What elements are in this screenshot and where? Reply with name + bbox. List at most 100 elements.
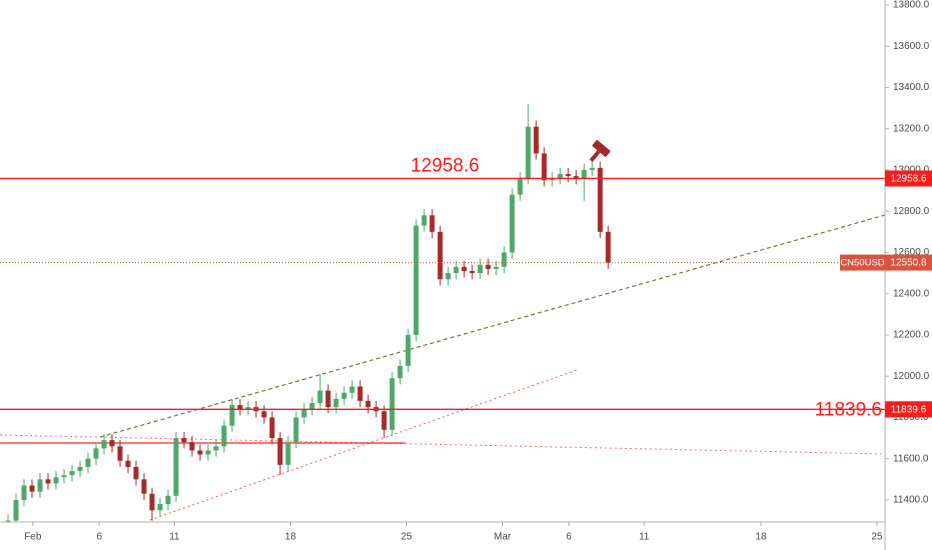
x-tick-label: 25: [401, 532, 413, 543]
hammer-icon: [589, 140, 611, 163]
level-tag: [885, 401, 932, 418]
candle-body: [61, 475, 67, 478]
y-tick-label: 12200.0: [893, 330, 930, 341]
candle-body: [5, 520, 11, 522]
y-tick-label: 13400.0: [893, 82, 930, 93]
candle-body: [293, 417, 299, 443]
candle-body: [485, 264, 491, 269]
price-tags: 12958.6 11839.6 CN50USD 12550.8: [840, 170, 932, 418]
candle-body: [109, 440, 115, 447]
drawings: [0, 214, 885, 521]
candle-body: [365, 400, 371, 408]
x-tick-label: 25: [871, 532, 883, 543]
y-tick-label: 13000.0: [893, 165, 930, 176]
candle-body: [341, 392, 347, 399]
candle-body: [37, 479, 43, 492]
candle-body: [381, 411, 387, 430]
candle-body: [261, 411, 267, 418]
candle-body: [517, 178, 523, 195]
candle-body: [573, 176, 579, 179]
candle-body: [357, 386, 363, 401]
candle-body: [301, 409, 307, 418]
candle-body: [445, 273, 451, 280]
candle-body: [333, 398, 339, 408]
candle-body: [349, 386, 355, 393]
candle-body: [53, 477, 59, 484]
candle-body: [309, 402, 315, 410]
x-tick-label: 11: [639, 532, 650, 543]
candle-body: [565, 174, 571, 177]
overlay: 12958.6 11839.6: [0, 155, 885, 420]
y-tick-label: 13200.0: [893, 123, 930, 134]
candle-body: [397, 365, 403, 379]
x-tick-label: 6: [96, 532, 102, 543]
x-tick-label: 6: [566, 532, 572, 543]
candle-body: [13, 499, 19, 521]
candle-body: [173, 438, 179, 496]
y-tick-label: 12800.0: [893, 206, 930, 217]
candle-body: [493, 266, 499, 269]
y-tick-label: 13600.0: [893, 41, 930, 52]
candle-body: [477, 264, 483, 274]
candle-body: [85, 458, 91, 467]
candle-body: [141, 479, 147, 494]
candle-body: [509, 194, 515, 253]
candle-body: [501, 252, 507, 267]
candle-body: [21, 485, 27, 500]
candle-body: [45, 479, 51, 484]
candle-body: [165, 495, 171, 505]
candle-body: [237, 405, 243, 410]
level-tag: [885, 170, 932, 187]
candle-body: [533, 126, 539, 154]
y-tick-label: 11400.0: [893, 495, 929, 506]
candle-body: [549, 178, 555, 181]
level-tag-label: 11839.6: [891, 404, 927, 415]
level-label: 12958.6: [411, 155, 480, 176]
candle-body: [157, 504, 163, 511]
candle-body: [269, 417, 275, 439]
candle-body: [117, 446, 123, 461]
candle-body: [389, 378, 395, 430]
candle-body: [205, 450, 211, 455]
price-tag-label: 12550.8: [890, 258, 927, 269]
candle-body: [589, 167, 595, 170]
candle-body: [245, 407, 251, 410]
candle-body: [29, 485, 35, 492]
candle-body: [125, 460, 131, 467]
candle-body: [557, 174, 563, 179]
candle-body: [213, 446, 219, 451]
candle-body: [437, 231, 443, 280]
x-tick-label: 18: [285, 532, 297, 543]
candle-body: [421, 215, 427, 226]
candle-body: [197, 450, 203, 455]
candle-body: [325, 390, 331, 408]
level-label: 11839.6: [815, 399, 882, 420]
price-tag: [885, 254, 932, 271]
candle-body: [69, 471, 75, 476]
x-tick-label: 11: [169, 532, 180, 543]
x-tick-label: 18: [755, 532, 767, 543]
trend-line: [99, 214, 885, 438]
candle-body: [469, 271, 475, 274]
x-tick-label: Feb: [24, 532, 42, 543]
candle-body: [605, 231, 611, 263]
candle-body: [285, 442, 291, 465]
y-tick-label: 13800.0: [893, 0, 930, 11]
candle-body: [525, 126, 531, 179]
candle-body: [93, 448, 99, 459]
y-tick-label: 12600.0: [893, 247, 930, 258]
symbol-tag-label: CN50USD: [840, 258, 884, 269]
candle-body: [101, 440, 107, 449]
axes: 11400.0 11600.0 11800.0 12000.0 12200.0 12400…: [24, 0, 929, 543]
candle-body: [581, 169, 587, 179]
candle-body: [229, 405, 235, 426]
candle-body: [413, 225, 419, 335]
y-tick-label: 11800.0: [893, 412, 929, 423]
candle-body: [277, 438, 283, 465]
level-tag-label: 12958.6: [890, 174, 927, 185]
candle-body: [189, 442, 195, 451]
y-tick-label: 12400.0: [893, 288, 930, 299]
candle-body: [461, 266, 467, 272]
